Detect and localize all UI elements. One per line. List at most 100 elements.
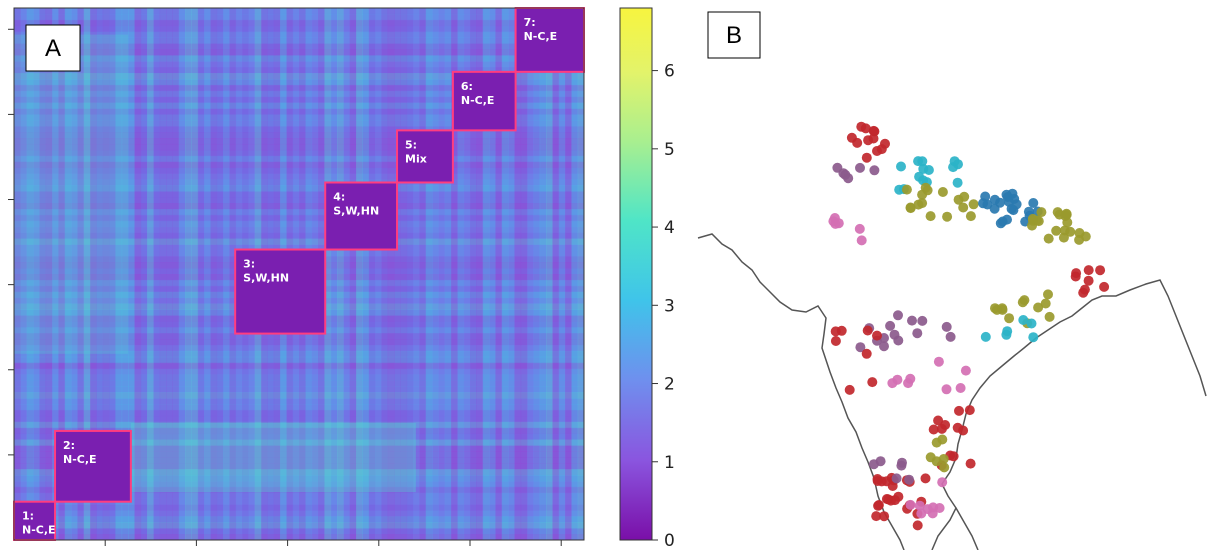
heatmap-row-band [14, 232, 584, 240]
heatmap-column-band [349, 8, 357, 540]
heatmap-column-band [444, 8, 452, 540]
map-point [939, 462, 950, 473]
map-point [867, 377, 878, 388]
map-point [933, 356, 944, 367]
map-point [904, 474, 915, 485]
colorbar: 0 1 2 3 4 5 6 [619, 7, 675, 550]
heatmap-column-band [96, 8, 104, 540]
heatmap-row-band [14, 522, 584, 529]
heatmap-row-band [14, 528, 584, 535]
map-point [959, 191, 970, 202]
heatmap-column-band [571, 8, 579, 540]
panel-b-label-box: B [707, 11, 761, 59]
heatmap-column-band [375, 8, 382, 540]
heatmap-column-band [324, 8, 332, 540]
heatmap-row-band [14, 463, 584, 470]
cluster-block-text: N-C,E [524, 30, 558, 43]
cluster-block-5: 5:Mix [396, 129, 454, 184]
heatmap-column-band [128, 8, 135, 540]
heatmap-row-band [14, 445, 584, 452]
heatmap-column-band [476, 8, 484, 540]
heatmap-row-band [14, 398, 584, 405]
map-point [1060, 211, 1071, 221]
map-point [896, 161, 906, 172]
heatmap-row-band [14, 155, 584, 163]
map-point [830, 336, 841, 346]
heatmap-row-band [14, 191, 584, 198]
map-point [912, 328, 923, 339]
map-point [872, 474, 883, 484]
map-point [955, 383, 966, 393]
map-point [901, 184, 912, 195]
map-point [852, 137, 863, 148]
map-point [868, 459, 879, 470]
heatmap: 1:N-C,E2:N-C,E3:S,W,HN4:S,W,HN5:Mix6:N-C… [8, 7, 585, 546]
map-point [1058, 232, 1069, 243]
heatmap-column-band [210, 8, 218, 540]
map-point [861, 348, 872, 359]
heatmap-row-band [14, 108, 584, 115]
heatmap-row-band [14, 498, 584, 506]
heatmap-column-band [356, 8, 363, 540]
heatmap-row-band [14, 126, 584, 133]
map-point [1043, 233, 1054, 244]
heatmap-row-band [14, 415, 584, 423]
cluster-block-1: 1:N-C,E [13, 500, 57, 542]
map-point [928, 502, 939, 513]
heatmap-column-band [552, 8, 560, 540]
heatmap-row-band [14, 203, 584, 210]
map-point [830, 326, 841, 337]
heatmap-column-band [90, 8, 97, 540]
heatmap-column-band [413, 8, 420, 540]
map-point [917, 156, 928, 167]
heatmap-column-band [432, 8, 439, 540]
heatmap-row-band [14, 368, 584, 375]
map-outline-west [697, 233, 905, 550]
heatmap-column-band [482, 8, 490, 540]
cluster-block-rect [234, 248, 327, 335]
heatmap-column-band [514, 8, 522, 540]
heatmap-row-band [14, 244, 584, 251]
heatmap-row-band [14, 457, 584, 464]
heatmap-row-band [14, 380, 584, 387]
heatmap-row-band [14, 474, 584, 482]
map-point [960, 365, 971, 376]
heatmap-column-band [337, 8, 344, 540]
map-point [925, 211, 936, 222]
heatmap-row-band [14, 486, 584, 494]
map-point [989, 203, 1000, 214]
map-point [1083, 265, 1094, 276]
map-point [897, 457, 907, 468]
heatmap-row-band [14, 167, 584, 175]
map-point [958, 202, 969, 213]
map-outline-south-coast [955, 507, 979, 550]
map-point [869, 165, 880, 176]
map-point [843, 173, 854, 184]
map-point [952, 177, 963, 188]
cluster-block-2: 2:N-C,E [54, 429, 132, 503]
heatmap-column-band [394, 8, 401, 540]
heatmap-column-band [204, 8, 211, 540]
heatmap-row-band [14, 344, 584, 352]
heatmap-region [130, 422, 416, 493]
heatmap-column-band [457, 8, 465, 540]
heatmap-column-band [64, 8, 72, 540]
cluster-block-text: N-C,E [63, 453, 97, 466]
cluster-block-6: 6:N-C,E [451, 70, 517, 132]
heatmap-row-band [14, 392, 584, 399]
heatmap-column-band [33, 8, 40, 540]
map-point [989, 194, 1000, 205]
map-point [948, 451, 959, 462]
heatmap-row-band [14, 339, 584, 346]
map-point [980, 331, 991, 342]
heatmap-row-band [14, 208, 584, 216]
heatmap-ticks [8, 28, 562, 546]
map-point [854, 223, 865, 234]
heatmap-row-band [14, 73, 584, 80]
heatmap-row-band [14, 185, 584, 192]
map-point [905, 499, 916, 510]
cluster-block-rect [324, 181, 399, 251]
heatmap-column-band [14, 8, 21, 540]
heatmap-row-band [14, 421, 584, 429]
map-point [1065, 226, 1076, 237]
